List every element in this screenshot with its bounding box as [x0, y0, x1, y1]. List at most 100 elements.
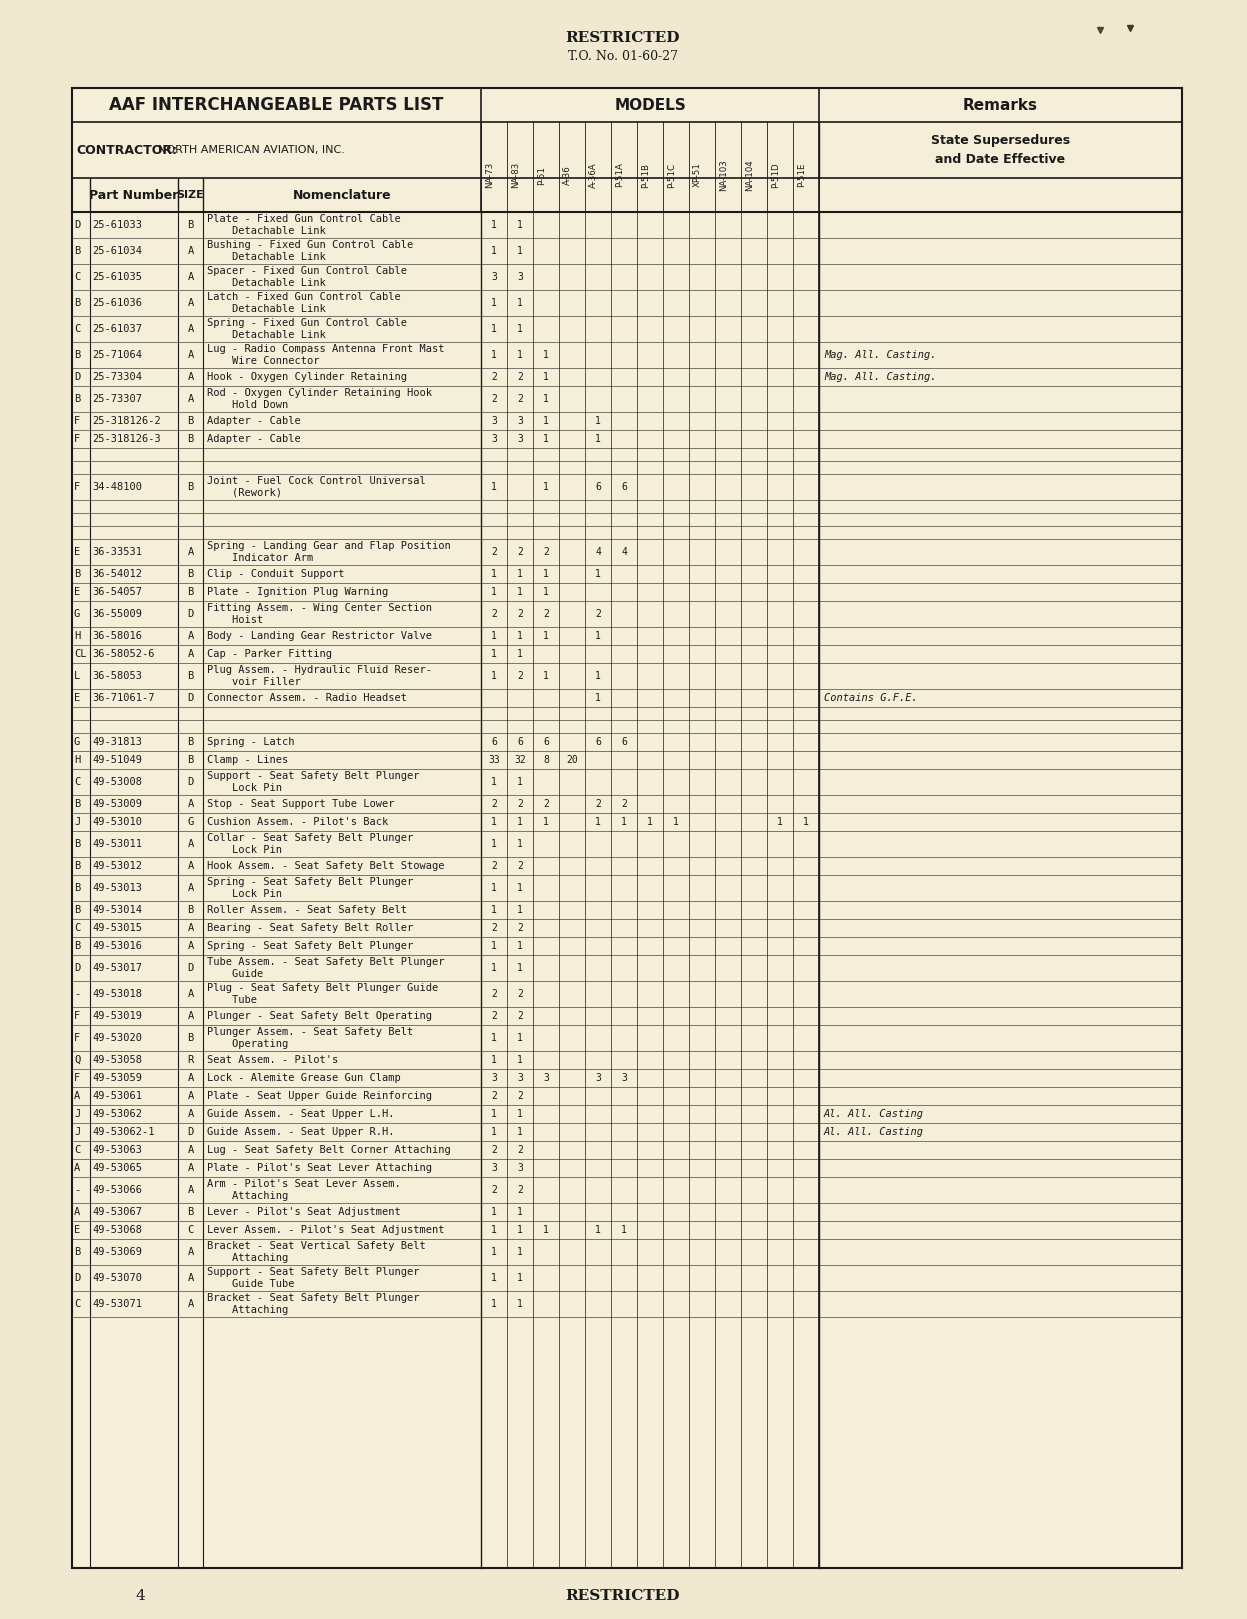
Text: A: A [187, 324, 193, 334]
Text: 6: 6 [491, 737, 498, 746]
Text: 1: 1 [542, 631, 549, 641]
Text: NA-103: NA-103 [720, 159, 728, 191]
Text: 2: 2 [518, 609, 522, 618]
Text: Wire Connector: Wire Connector [207, 356, 319, 366]
Text: 49-53010: 49-53010 [92, 818, 142, 827]
Text: 1: 1 [542, 434, 549, 444]
Text: MODELS: MODELS [614, 97, 686, 112]
Text: B: B [187, 670, 193, 682]
Text: 2: 2 [542, 547, 549, 557]
Text: A-36A: A-36A [589, 162, 599, 188]
Text: 1: 1 [542, 372, 549, 382]
Text: 2: 2 [491, 861, 498, 871]
Text: Lock Pin: Lock Pin [207, 889, 282, 899]
Text: 3: 3 [518, 434, 522, 444]
Text: 1: 1 [491, 631, 498, 641]
Text: 1: 1 [518, 963, 522, 973]
Text: Tube Assem. - Seat Safety Belt Plunger: Tube Assem. - Seat Safety Belt Plunger [207, 957, 444, 967]
Text: E: E [74, 693, 80, 703]
Text: Adapter - Cable: Adapter - Cable [207, 434, 301, 444]
Text: 2: 2 [518, 861, 522, 871]
Bar [72, 87, 1182, 1567]
Text: 3: 3 [491, 434, 498, 444]
Text: F: F [74, 1073, 80, 1083]
Text: Seat Assem. - Pilot's: Seat Assem. - Pilot's [207, 1056, 338, 1065]
Text: 6: 6 [621, 482, 627, 492]
Text: A: A [187, 1010, 193, 1022]
Text: 1: 1 [491, 298, 498, 308]
Text: Attaching: Attaching [207, 1190, 288, 1201]
Text: 1: 1 [491, 246, 498, 256]
Text: Support - Seat Safety Belt Plunger: Support - Seat Safety Belt Plunger [207, 771, 419, 782]
Text: D: D [187, 609, 193, 618]
Text: B: B [74, 941, 80, 950]
Text: Q: Q [74, 1056, 80, 1065]
Text: B: B [187, 905, 193, 915]
Text: Al. All. Casting: Al. All. Casting [824, 1109, 924, 1119]
Text: Part Number: Part Number [90, 188, 178, 201]
Text: 1: 1 [491, 882, 498, 894]
Text: Detachable Link: Detachable Link [207, 225, 325, 236]
Text: 3: 3 [518, 272, 522, 282]
Text: 36-55009: 36-55009 [92, 609, 142, 618]
Text: 49-53071: 49-53071 [92, 1298, 142, 1310]
Text: 49-53013: 49-53013 [92, 882, 142, 894]
Text: G: G [74, 609, 80, 618]
Text: A: A [187, 372, 193, 382]
Text: 2: 2 [595, 609, 601, 618]
Text: 25-318126-2: 25-318126-2 [92, 416, 161, 426]
Text: B: B [187, 588, 193, 597]
Text: 1: 1 [491, 777, 498, 787]
Text: 1: 1 [542, 568, 549, 580]
Text: Support - Seat Safety Belt Plunger: Support - Seat Safety Belt Plunger [207, 1268, 419, 1277]
Text: A: A [74, 1091, 80, 1101]
Text: Al. All. Casting: Al. All. Casting [824, 1127, 924, 1137]
Text: C: C [74, 777, 80, 787]
Text: 49-53015: 49-53015 [92, 923, 142, 933]
Text: F: F [74, 416, 80, 426]
Text: B: B [74, 393, 80, 405]
Text: D: D [74, 220, 80, 230]
Text: 4: 4 [595, 547, 601, 557]
Text: Plate - Pilot's Seat Lever Attaching: Plate - Pilot's Seat Lever Attaching [207, 1162, 431, 1174]
Text: Bearing - Seat Safety Belt Roller: Bearing - Seat Safety Belt Roller [207, 923, 413, 933]
Text: Plunger - Seat Safety Belt Operating: Plunger - Seat Safety Belt Operating [207, 1010, 431, 1022]
Text: 1: 1 [542, 588, 549, 597]
Text: Bracket - Seat Vertical Safety Belt: Bracket - Seat Vertical Safety Belt [207, 1242, 425, 1251]
Text: 4: 4 [621, 547, 627, 557]
Text: 49-53066: 49-53066 [92, 1185, 142, 1195]
Text: 2: 2 [518, 547, 522, 557]
Text: 4: 4 [135, 1588, 145, 1603]
Text: Plug - Seat Safety Belt Plunger Guide: Plug - Seat Safety Belt Plunger Guide [207, 983, 438, 994]
Text: 1: 1 [777, 818, 783, 827]
Text: Lever Assem. - Pilot's Seat Adjustment: Lever Assem. - Pilot's Seat Adjustment [207, 1226, 444, 1235]
Text: B: B [74, 905, 80, 915]
Text: CL: CL [74, 649, 86, 659]
Text: 1: 1 [518, 631, 522, 641]
Text: 2: 2 [491, 547, 498, 557]
Text: voir Filler: voir Filler [207, 677, 301, 686]
Text: 49-53063: 49-53063 [92, 1145, 142, 1154]
Text: A: A [187, 1145, 193, 1154]
Text: B: B [187, 416, 193, 426]
Text: 1: 1 [542, 1226, 549, 1235]
Text: XP-51: XP-51 [693, 162, 702, 188]
Text: Spring - Fixed Gun Control Cable: Spring - Fixed Gun Control Cable [207, 319, 407, 329]
Text: 1: 1 [491, 1056, 498, 1065]
Text: 1: 1 [542, 482, 549, 492]
Text: H: H [74, 754, 80, 766]
Text: Collar - Seat Safety Belt Plunger: Collar - Seat Safety Belt Plunger [207, 834, 413, 843]
Text: B: B [74, 882, 80, 894]
Text: 1: 1 [491, 588, 498, 597]
Text: State Supersedures: State Supersedures [932, 133, 1070, 146]
Text: 36-33531: 36-33531 [92, 547, 142, 557]
Text: Nomenclature: Nomenclature [293, 188, 392, 201]
Text: 49-53062-1: 49-53062-1 [92, 1127, 155, 1137]
Text: 1: 1 [542, 416, 549, 426]
Text: 1: 1 [595, 568, 601, 580]
Text: Cushion Assem. - Pilot's Back: Cushion Assem. - Pilot's Back [207, 818, 388, 827]
Text: 1: 1 [621, 818, 627, 827]
Text: RESTRICTED: RESTRICTED [566, 1588, 681, 1603]
Text: B: B [187, 1033, 193, 1043]
Text: 25-318126-3: 25-318126-3 [92, 434, 161, 444]
